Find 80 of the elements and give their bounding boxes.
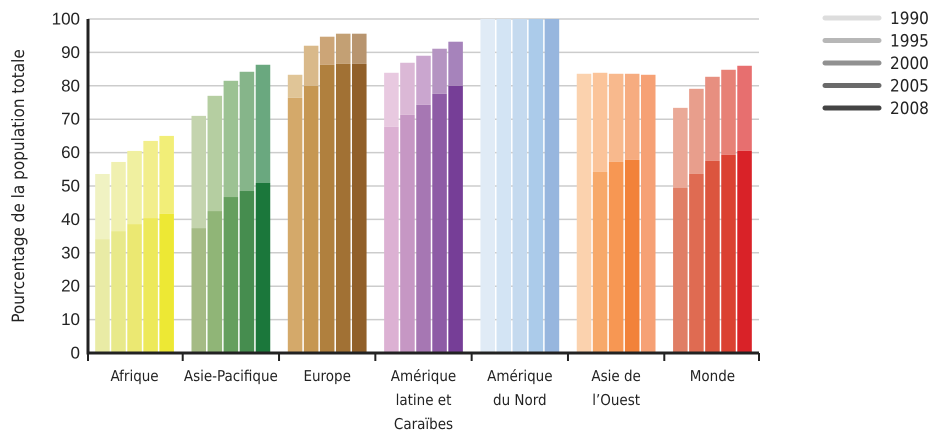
bar: [673, 188, 688, 353]
bar: [400, 62, 415, 115]
bar: [608, 162, 624, 353]
bar: [721, 154, 736, 353]
bar: [336, 64, 351, 353]
bar: [480, 19, 495, 353]
bar: [384, 126, 399, 353]
bar: [432, 48, 447, 94]
text: 2008: [890, 99, 929, 119]
bar: [544, 19, 560, 353]
bar: [191, 116, 206, 228]
bar: [191, 228, 206, 353]
bar: [416, 56, 431, 105]
bar: [143, 140, 158, 218]
bar: [256, 64, 270, 183]
bar: [737, 66, 752, 151]
bar: [224, 197, 238, 353]
x-tick-label: Amérique latine et Caraïbes: [390, 367, 456, 433]
y-tick-label: 40: [61, 210, 80, 229]
bar: [304, 46, 318, 86]
text: 1995: [890, 32, 929, 52]
bar: [592, 172, 608, 353]
text: 2000: [890, 54, 929, 74]
bar: [256, 182, 270, 353]
bar: [127, 150, 142, 224]
x-tick-label: Europe: [303, 367, 351, 385]
x-tick-label: Amérique du Nord: [487, 367, 553, 409]
bar: [705, 160, 720, 353]
y-tick-label: 80: [61, 76, 80, 96]
bar: [95, 239, 110, 353]
bar: [384, 72, 399, 127]
bar: [95, 174, 110, 240]
bar: [448, 86, 463, 353]
bar: [737, 150, 752, 353]
y-tick-label: 0: [70, 343, 80, 362]
bar: [304, 86, 318, 353]
bar: [208, 96, 222, 212]
bar: [143, 218, 158, 353]
bar: [111, 231, 126, 353]
y-tick-label: 70: [61, 110, 80, 129]
bar: [496, 19, 512, 353]
bar: [721, 70, 736, 155]
bar: [240, 191, 254, 353]
y-tick-label: 30: [61, 243, 80, 262]
bar: [159, 214, 174, 353]
y-axis-title: Pourcentage de la population totale: [9, 49, 29, 323]
bar: [512, 19, 528, 353]
bar: [352, 64, 367, 353]
bar: [159, 136, 174, 214]
y-tick-label: 20: [61, 276, 80, 296]
bar: [624, 160, 640, 353]
bar: [111, 162, 126, 232]
y-tick-label: 50: [61, 176, 80, 196]
y-tick-label: 10: [61, 310, 80, 330]
bar: [288, 98, 302, 353]
bar: [127, 224, 142, 353]
bar: [705, 76, 720, 161]
bar: [528, 19, 544, 353]
bar: [416, 104, 431, 353]
bar: [400, 114, 415, 353]
y-tick-label: 60: [61, 143, 80, 162]
y-tick-label: 90: [61, 42, 80, 62]
text: 1990: [890, 9, 929, 29]
x-tick-label: Asie de l’Ouest: [591, 367, 641, 409]
x-tick-label: Asie-Pacifique: [184, 367, 278, 385]
bar: [689, 174, 704, 353]
x-tick-label: Afrique: [110, 367, 159, 385]
bar: [224, 80, 238, 198]
bar: [576, 74, 592, 353]
bar: [288, 74, 302, 98]
text: 2005: [890, 76, 929, 96]
bar: [592, 72, 608, 172]
y-tick-label: 100: [52, 9, 80, 28]
x-tick-label: Monde: [690, 367, 736, 385]
bar: [608, 74, 624, 162]
bar: [208, 211, 222, 353]
bar: [448, 42, 463, 86]
bar: [320, 64, 334, 353]
bar: [432, 94, 447, 353]
bar: [240, 72, 254, 192]
